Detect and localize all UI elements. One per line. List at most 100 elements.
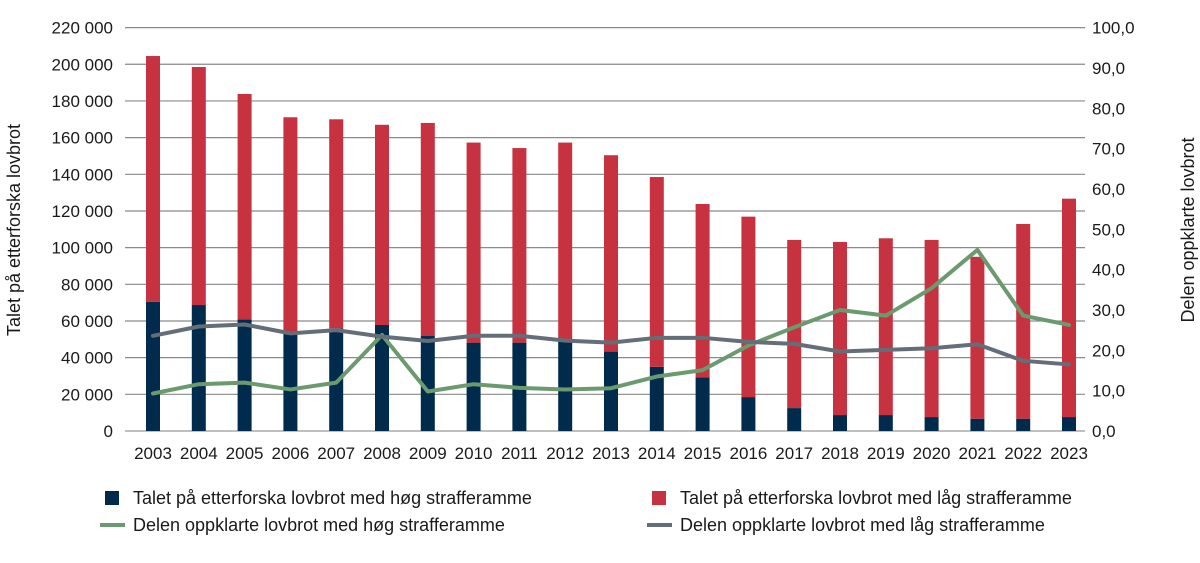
y-tick-label: 80 000 [61,275,113,294]
legend-label: Delen oppklarte lovbrot med låg straffer… [680,515,1045,535]
bar-high [558,341,573,431]
y2-tick-label: 40,0 [1092,261,1125,280]
x-tick-label: 2021 [958,444,996,463]
x-tick-label: 2019 [867,444,905,463]
y-tick-label: 120 000 [52,202,113,221]
line-low [151,322,1071,367]
bar-low [375,124,389,326]
bar-low [604,155,618,352]
legend-swatch [652,491,666,505]
bar-high [375,325,389,431]
y-tick-label: 200 000 [52,55,113,74]
bar-high [604,351,618,431]
x-tick-label: 2006 [271,444,309,463]
bar-high [970,418,985,431]
y2-tick-label: 30,0 [1092,301,1125,320]
bar-high [649,366,664,431]
bar-low [512,148,527,343]
bar-high [1016,418,1031,431]
bar-low [787,239,802,409]
y-tick-label: 0 [104,422,113,441]
bar-low [970,256,985,419]
bar-low [695,203,710,378]
y-tick-label: 60 000 [61,312,113,331]
bar-high [191,305,206,431]
legend: Talet på etterforska lovbrot med høg str… [100,488,1072,535]
y-tick-label: 40 000 [61,349,113,368]
bar-low [420,122,435,337]
bar-low [649,177,664,367]
y2-tick-label: 80,0 [1092,99,1125,118]
legend-label: Talet på etterforska lovbrot med høg str… [133,488,532,508]
y-tick-label: 140 000 [52,165,113,184]
bar-high [329,328,344,431]
bar-high [283,333,298,431]
bar-high [741,397,756,431]
y2-tick-label: 20,0 [1092,341,1125,360]
y2-tick-label: 90,0 [1092,59,1125,78]
y-tick-label: 20 000 [61,385,113,404]
y2-tick-label: 60,0 [1092,180,1125,199]
y2-tick-label: 0,0 [1092,422,1116,441]
x-tick-label: 2011 [501,444,538,463]
bar-low [833,241,847,416]
bar-low [558,142,573,342]
x-tick-label: 2022 [1004,444,1042,463]
x-tick-label: 2014 [638,444,676,463]
line-high [151,247,1071,396]
x-tick-label: 2004 [180,444,218,463]
bar-high [146,301,160,431]
legend-label: Talet på etterforska lovbrot med låg str… [680,488,1072,508]
y-tick-label: 220 000 [52,19,113,38]
y2-tick-label: 70,0 [1092,140,1125,159]
x-tick-label: 2003 [134,444,172,463]
bar-low [878,238,893,416]
bar-high [924,417,939,431]
x-tick-label: 2017 [775,444,813,463]
y2-tick-label: 10,0 [1092,382,1125,401]
bar-high [1062,417,1076,431]
x-tick-label: 2005 [226,444,264,463]
bars [146,56,1076,431]
bar-low [237,93,252,320]
y2-axis-ticks: 0,0 10,0 20,0 30,0 40,0 50,0 60,0 70,0 80,0 90,0 1… [1092,19,1135,441]
bar-low [329,119,344,329]
x-tick-label: 2023 [1050,444,1088,463]
legend-swatch [105,491,119,505]
bar-high [833,415,847,431]
legend-label: Delen oppklarte lovbrot med høg straffer… [133,515,505,535]
bar-low [741,216,756,398]
x-tick-label: 2016 [729,444,767,463]
x-tick-label: 2015 [684,444,722,463]
y-tick-label: 180 000 [52,92,113,111]
x-axis-ticks: 2003 2004 2005 2006 2007 2008 2009 2010 2011 2012… [134,444,1088,463]
bar-high [237,319,252,431]
y2-axis-label: Delen oppklarte lovbrot [1178,137,1198,322]
bar-low [1016,223,1031,419]
bar-low [283,117,298,334]
bar-high [466,342,481,431]
bar-low [924,239,939,418]
x-tick-label: 2009 [409,444,447,463]
bar-low [146,56,160,302]
y2-tick-label: 100,0 [1092,19,1135,38]
y2-tick-label: 50,0 [1092,220,1125,239]
bar-high [420,336,435,431]
bar-high [695,377,710,431]
x-tick-label: 2018 [821,444,859,463]
x-tick-label: 2007 [317,444,355,463]
x-tick-label: 2012 [546,444,584,463]
x-tick-label: 2013 [592,444,630,463]
bar-low [1062,198,1076,418]
lines [151,247,1071,396]
bar-high [878,415,893,431]
bar-high [787,408,802,431]
x-tick-label: 2020 [913,444,951,463]
y-tick-label: 100 000 [52,239,113,258]
y-axis-ticks: 0 20 000 40 000 60 000 80 000 100 000 120 000 1… [52,19,113,441]
y-axis-label: Talet på etterforska lovbrot [4,124,24,336]
bar-low [466,142,481,343]
x-tick-label: 2010 [455,444,493,463]
bar-low [191,67,206,306]
